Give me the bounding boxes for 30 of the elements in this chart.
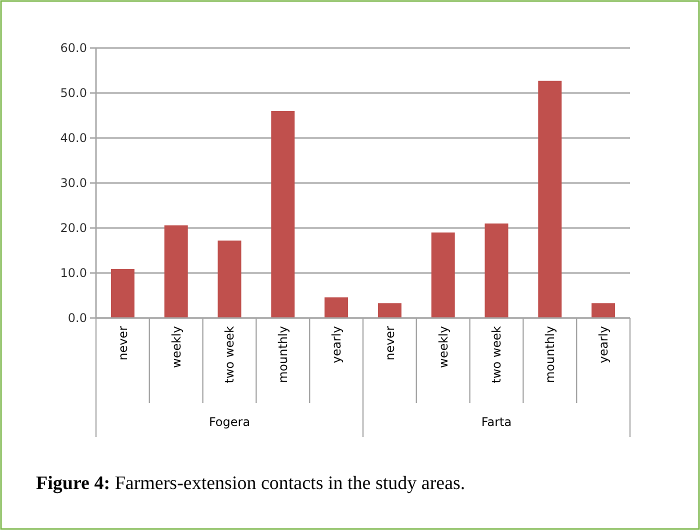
bar <box>110 268 134 318</box>
x-tick-label: two week <box>222 326 237 384</box>
y-tick-label: 20.0 <box>60 221 87 236</box>
bar <box>324 297 348 318</box>
x-tick-label: weekly <box>169 326 184 368</box>
text: Farta <box>481 415 512 429</box>
y-tick-label: 50.0 <box>60 86 87 100</box>
y-tick-label: 40.0 <box>60 131 87 146</box>
bar <box>592 303 616 318</box>
bar <box>218 240 242 318</box>
bar <box>538 80 562 318</box>
bar <box>431 232 455 318</box>
x-tick-label: mounthly <box>543 326 558 383</box>
bar <box>164 225 188 318</box>
x-tick-label: two week <box>490 326 504 384</box>
y-tick-label: 30.0 <box>60 176 87 190</box>
x-tick-label: never <box>382 326 397 360</box>
text: Figure 4: Farmers-extension contacts in the study areas. <box>36 473 466 494</box>
x-tick-label: mounthly <box>276 326 290 383</box>
x-tick-label: never <box>116 326 130 360</box>
x-tick-label: yearly <box>596 326 610 364</box>
bar <box>378 303 402 318</box>
x-tick-label: weekly <box>436 326 450 368</box>
y-tick-label: 0.0 <box>68 311 87 326</box>
text: Fogera <box>208 415 250 429</box>
bar <box>271 111 295 318</box>
x-tick-label: yearly <box>330 326 344 364</box>
bar <box>484 224 508 318</box>
y-tick-label: 10.0 <box>60 266 87 280</box>
y-tick-label: 60.0 <box>60 41 87 56</box>
